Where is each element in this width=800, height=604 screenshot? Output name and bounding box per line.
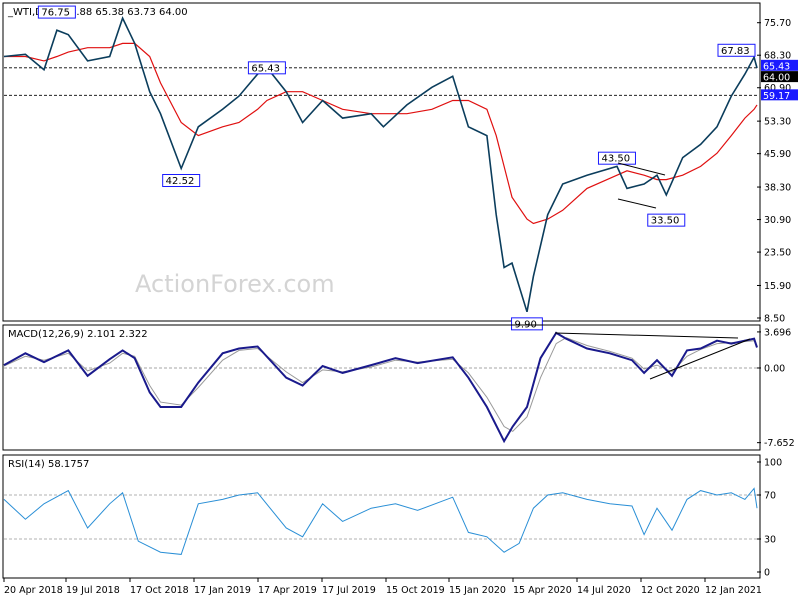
price-y-tick-label: 53.30: [764, 117, 791, 128]
price-annotation: 67.83: [721, 46, 750, 57]
x-tick-label: 17 Oct 2018: [130, 585, 189, 596]
price-y-tick-label: 23.50: [764, 248, 791, 259]
price-annotation-box: [247, 61, 286, 75]
x-tick-label: 15 Apr 2020: [513, 585, 572, 596]
x-axis: 20 Apr 2018 19 Jul 2018 17 Oct 2018 17 Jan …: [3, 578, 762, 596]
price-annotation-box: [717, 43, 756, 57]
price-y-tick-label: 38.30: [764, 183, 791, 194]
price-annotation: 43.50: [601, 154, 630, 165]
price-annotation-box: [597, 151, 636, 165]
rsi-y-tick-label: 100: [764, 458, 782, 469]
price-y-tick-label: 75.70: [764, 18, 791, 29]
price-tag-box: [761, 89, 798, 101]
rsi-title: RSI(14) 58.1757: [8, 459, 89, 470]
price-annotation-box: [162, 174, 201, 188]
x-tick-label: 17 Jan 2019: [194, 585, 251, 596]
price-y-tick-label: 30.90: [764, 215, 791, 226]
macd-title: MACD(12,26,9) 2.101 2.322: [8, 329, 148, 340]
price-title: _WTI,Daily 64.88 65.38 63.73 64.00: [7, 7, 188, 18]
price-panel: [2, 2, 761, 322]
macd-line: [3, 331, 758, 444]
macd-y-axis: 3.696 0.00 -7.652: [757, 327, 795, 449]
rsi-line: [3, 487, 758, 555]
trendline-lower: [617, 198, 657, 209]
price-series: [3, 15, 758, 313]
rsi-y-tick-label: 30: [764, 535, 776, 546]
macd-trendline-upper: [554, 332, 739, 339]
x-tick-label: 17 Jul 2019: [322, 585, 376, 596]
x-tick-label: 14 Jul 2020: [577, 585, 631, 596]
watermark: ActionForex.com: [135, 270, 335, 298]
price-tag: 64.00: [763, 73, 790, 84]
price-y-tick-label: 15.90: [764, 281, 791, 292]
price-annotation-box: [647, 213, 686, 227]
price-annotation: 76.75: [41, 8, 70, 19]
price-y-tick-label: 45.90: [764, 149, 791, 160]
price-y-tick-label: 8.50: [764, 314, 785, 325]
macd-y-tick-label: 0.00: [764, 363, 785, 374]
rsi-levels: [4, 494, 757, 540]
macd-panel: [2, 324, 761, 451]
price-tag: 65.43: [763, 61, 790, 72]
price-annotation: 33.50: [651, 216, 680, 227]
x-tick-label: 17 Apr 2019: [258, 585, 317, 596]
x-tick-label: 19 Jul 2018: [66, 585, 120, 596]
rsi-panel: [2, 454, 761, 579]
rsi-series: [3, 487, 758, 555]
rsi-y-tick-label: 70: [764, 491, 776, 502]
price-annotation-box: [511, 317, 543, 331]
x-tick-label: 15 Jan 2020: [449, 585, 506, 596]
price-annotation: 65.43: [251, 63, 280, 74]
x-tick-label: 20 Apr 2018: [4, 585, 63, 596]
price-tag: 59.17: [763, 91, 790, 102]
macd-series: [3, 331, 758, 444]
macd-y-tick-label: -7.652: [764, 438, 795, 449]
price-annotation: 42.52: [166, 176, 195, 187]
horizontal-levels: [4, 67, 757, 96]
rsi-y-axis: 100 70 30 0: [757, 458, 782, 579]
price-line: [3, 15, 758, 313]
rsi-y-tick-label: 0: [764, 568, 770, 579]
price-annotation-box: [37, 5, 76, 19]
price-tag-box: [761, 71, 798, 83]
macd-y-tick-label: 3.696: [764, 327, 791, 338]
x-tick-label: 12 Jan 2021: [705, 585, 762, 596]
trendline-upper: [617, 162, 666, 176]
price-y-tick-label: 60.90: [764, 83, 791, 94]
x-tick-label: 12 Oct 2020: [641, 585, 700, 596]
price-y-axis: 75.70 68.30 60.90 53.30 45.90 38.30 30.90 23.50…: [757, 18, 791, 325]
price-y-tick-label: 68.30: [764, 51, 791, 62]
macd-trendline-lower: [649, 338, 751, 380]
x-tick-label: 15 Oct 2019: [386, 585, 445, 596]
price-tag-box: [761, 59, 798, 71]
